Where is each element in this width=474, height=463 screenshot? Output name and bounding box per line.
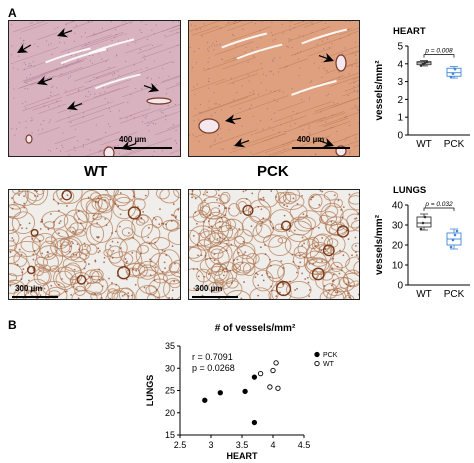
- scale-bar-lung-wt: [12, 296, 58, 298]
- data-point: [451, 238, 455, 242]
- legend-marker-pck: [314, 351, 320, 358]
- micrograph-heart-wt: 400 µm: [8, 20, 181, 157]
- micrograph-lung-wt: 300 µm: [8, 189, 181, 300]
- arrow-mark: [143, 82, 159, 93]
- scale-bar-heart-pck: [292, 147, 350, 149]
- lungs-boxplot: 0 10 20 30 40 vessels/mm² WT PCK p = 0.032: [374, 201, 470, 300]
- y-axis-label: LUNGS: [145, 375, 155, 407]
- label-pck: PCK: [257, 163, 289, 180]
- point-pck: [251, 374, 258, 380]
- significance-bracket: [423, 54, 455, 58]
- data-point: [421, 221, 425, 225]
- point-wt: [257, 370, 264, 377]
- data-point: [455, 229, 459, 233]
- y-tick-label: 35: [165, 341, 175, 351]
- data-point: [425, 60, 429, 64]
- point-wt: [267, 384, 273, 390]
- p-value-label: p = 0.008: [424, 48, 453, 55]
- arrow-mark: [234, 137, 250, 148]
- data-point: [419, 64, 423, 67]
- scale-label-heart-pck: 400 µm: [297, 135, 325, 144]
- data-point: [419, 227, 423, 231]
- data-point: [451, 72, 455, 75]
- x-tick-label: WT: [416, 289, 432, 300]
- point-pck: [202, 397, 208, 403]
- arrow-mark: [17, 43, 32, 53]
- heart-plot-title: HEART: [393, 26, 426, 37]
- scale-bar-heart-wt: [114, 147, 172, 149]
- y-tick-label: 10: [392, 261, 404, 272]
- point-wt: [270, 367, 276, 374]
- y-tick-label: 20: [165, 408, 175, 418]
- data-point: [453, 233, 457, 237]
- x-axis-label: HEART: [227, 451, 259, 461]
- scatter-title: # of vessels/mm²: [215, 323, 296, 334]
- y-tick-label: 2: [397, 95, 403, 106]
- point-wt: [275, 385, 281, 391]
- legend-label-pck: PCK: [323, 352, 338, 359]
- point-pck: [251, 419, 258, 426]
- x-tick-label: PCK: [444, 139, 465, 150]
- y-tick-label: 0: [397, 131, 403, 142]
- y-tick-label: 40: [392, 201, 404, 212]
- label-wt: WT: [84, 163, 108, 180]
- scale-bar-lung-pck: [192, 296, 238, 298]
- arrow-mark: [225, 114, 241, 125]
- arrow-mark: [318, 52, 334, 63]
- x-tick-label: WT: [416, 139, 432, 150]
- y-tick-label: 30: [165, 363, 175, 373]
- arrow-mark: [67, 100, 83, 111]
- data-point: [453, 67, 457, 71]
- y-axis-label: vessels/mm²: [374, 60, 385, 121]
- y-tick-label: 5: [397, 42, 403, 53]
- arrow-mark: [318, 137, 334, 148]
- box-wt: [416, 216, 432, 228]
- scale-label-lung-pck: 300 µm: [195, 284, 223, 293]
- data-point: [423, 61, 427, 65]
- correlation-p-label: p = 0.0268: [192, 363, 235, 373]
- y-tick-label: 20: [392, 241, 404, 252]
- x-tick-label: 2.5: [174, 440, 187, 450]
- x-tick-label: 3.5: [236, 440, 249, 450]
- p-value-label: p = 0.032: [424, 201, 453, 208]
- y-tick-label: 4: [397, 59, 403, 70]
- correlation-r-label: r = 0.7091: [192, 352, 233, 362]
- legend-label-wt: WT: [323, 361, 335, 368]
- x-tick-label: PCK: [444, 289, 465, 300]
- y-tick-label: 0: [397, 281, 403, 292]
- panel-a-letter: A: [8, 6, 17, 20]
- data-point: [421, 62, 425, 66]
- significance-bracket: [423, 207, 455, 211]
- x-tick-label: 3: [208, 440, 213, 450]
- arrow-mark: [37, 75, 53, 86]
- legend-marker-wt: [314, 360, 320, 367]
- lungs-plot-title: LUNGS: [393, 185, 427, 196]
- data-point: [449, 245, 453, 249]
- x-tick-label: 4.5: [298, 440, 311, 450]
- y-tick-label: 15: [165, 430, 175, 440]
- scale-label-lung-wt: 300 µm: [15, 284, 43, 293]
- micrograph-lung-pck: 300 µm: [188, 189, 360, 300]
- y-tick-label: 1: [397, 113, 403, 124]
- y-tick-label: 30: [392, 221, 404, 232]
- y-tick-label: 25: [165, 386, 175, 396]
- arrow-mark: [57, 27, 73, 38]
- panel-b-letter: B: [8, 318, 17, 332]
- data-point: [449, 75, 453, 79]
- vessel-correlation-scatter: # of vessels/mm² 2.5 3 3.5 4 4.5 15 20 25 30 35 HEA…: [145, 323, 338, 461]
- point-pck: [217, 390, 223, 396]
- data-point: [423, 215, 427, 219]
- y-axis-label: vessels/mm²: [374, 214, 385, 275]
- y-tick-label: 3: [397, 77, 403, 88]
- point-wt: [273, 360, 279, 366]
- scale-label-heart-wt: 400 µm: [119, 135, 147, 144]
- heart-boxplot: 0 1 2 3 4 5 vessels/mm² WT PCK p = 0.008: [374, 42, 470, 150]
- x-tick-label: 4: [270, 440, 275, 450]
- point-pck: [242, 388, 248, 395]
- micrograph-heart-pck: 400 µm: [188, 20, 360, 157]
